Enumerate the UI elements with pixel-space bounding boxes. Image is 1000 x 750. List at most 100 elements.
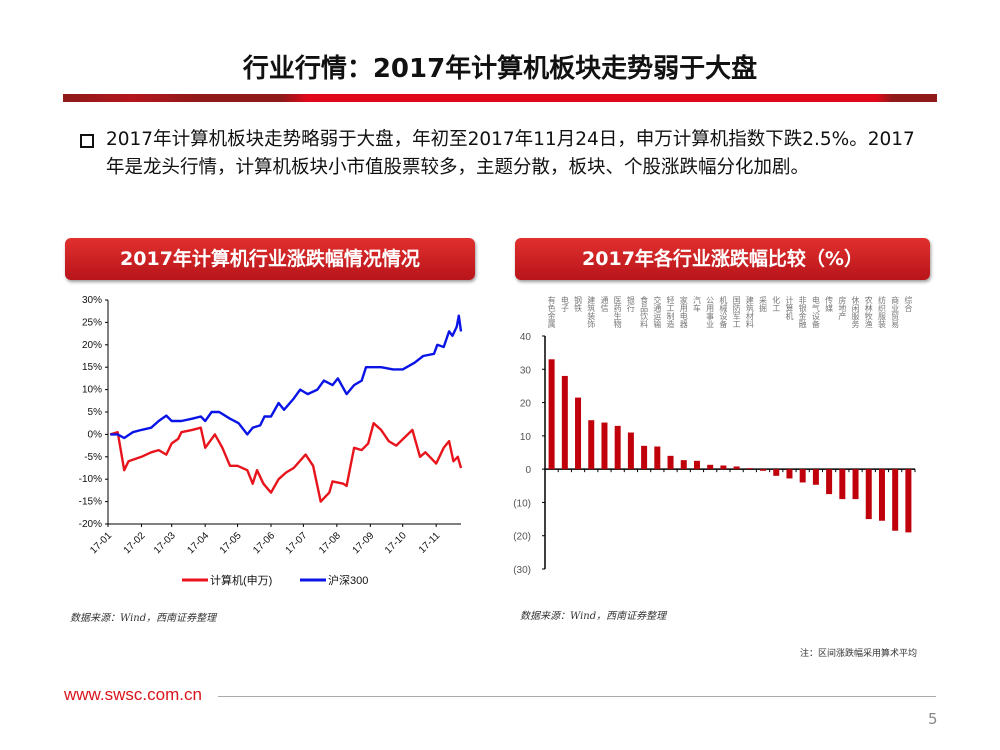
- category-label: 公用事业: [706, 296, 715, 328]
- category-label: 机械设备: [719, 295, 728, 329]
- bar: [786, 469, 793, 479]
- bar: [667, 455, 674, 470]
- y-tick-label: -15%: [79, 497, 102, 508]
- bar-chart-note: 注：区间涨跌幅采用算术平均: [800, 649, 918, 659]
- category-label: 家用电器: [679, 295, 688, 329]
- x-tick-label: 17-05: [218, 530, 244, 556]
- y-tick-label: 30: [520, 365, 532, 376]
- category-label: 食品饮料: [640, 295, 649, 329]
- category-label: 综合: [904, 295, 913, 313]
- y-tick-label: 0: [525, 465, 531, 476]
- bar: [561, 375, 568, 470]
- y-tick-label: 20: [520, 399, 532, 410]
- x-tick-label: 17-03: [152, 530, 178, 556]
- bar-chart-source: 数据来源：Wind，西南证券整理: [520, 611, 667, 622]
- bar: [707, 464, 714, 470]
- category-label: 计算机: [785, 295, 794, 321]
- category-label: 休闲服务: [851, 295, 860, 329]
- category-label: 非银金融: [798, 295, 807, 329]
- bullet-text: 2017年计算机板块走势略弱于大盘，年初至2017年11月24日，申万计算机指数…: [106, 129, 915, 178]
- x-tick-label: 17-06: [251, 530, 277, 556]
- y-tick-label: 15%: [82, 362, 102, 373]
- y-tick-label: (30): [513, 565, 531, 576]
- x-tick-label: 17-11: [417, 530, 443, 556]
- bar: [905, 469, 912, 533]
- line-chart-title: 2017年计算机行业涨跌幅情况情况: [65, 238, 475, 280]
- y-tick-label: 25%: [82, 317, 102, 328]
- bar: [575, 397, 582, 470]
- website-link[interactable]: www.swsc.com.cn: [64, 685, 202, 704]
- bar: [773, 469, 780, 476]
- y-tick-label: (20): [513, 532, 531, 543]
- page-number: 5: [928, 710, 938, 728]
- category-label: 化工: [772, 295, 781, 312]
- bar: [799, 469, 806, 483]
- footer-divider: [218, 696, 936, 697]
- category-label: 通信: [600, 295, 609, 313]
- category-label: 轻工制造: [666, 295, 675, 329]
- category-label: 建筑装饰: [587, 295, 596, 329]
- y-tick-label: 10%: [82, 385, 102, 396]
- bar: [654, 446, 661, 470]
- legend-label: 计算机(申万): [210, 573, 272, 587]
- x-tick-label: 17-07: [284, 530, 310, 556]
- bar: [548, 359, 555, 470]
- bar: [588, 420, 595, 470]
- bar: [733, 466, 740, 470]
- category-label: 汽车: [692, 295, 701, 313]
- category-label: 房地产: [838, 295, 847, 321]
- x-tick-label: 17-02: [122, 530, 148, 556]
- line-chart-source: 数据来源：Wind，西南证券整理: [70, 613, 217, 624]
- bar: [826, 469, 833, 495]
- slide-title: 行业行情：2017年计算机板块走势弱于大盘: [242, 54, 758, 84]
- bar: [760, 469, 767, 471]
- y-tick-label: 30%: [82, 295, 102, 306]
- y-tick-label: (10): [513, 498, 531, 509]
- x-tick-label: 17-08: [317, 530, 343, 556]
- bar: [601, 422, 608, 470]
- y-tick-label: -5%: [84, 452, 102, 463]
- bar: [720, 465, 727, 470]
- x-tick-label: 17-10: [383, 530, 409, 556]
- bar: [614, 425, 621, 470]
- y-tick-label: 40: [520, 332, 532, 343]
- category-label: 电子: [560, 295, 569, 312]
- y-tick-label: 0%: [88, 429, 103, 440]
- category-label: 商业贸易: [891, 295, 900, 329]
- x-tick-label: 17-09: [351, 530, 377, 556]
- title-divider: [63, 94, 937, 102]
- category-label: 采掘: [759, 295, 768, 313]
- line-series-computer: [109, 422, 463, 503]
- bar: [865, 469, 872, 520]
- legend-label: 沪深300: [328, 573, 368, 587]
- y-tick-label: -10%: [79, 474, 102, 485]
- category-label: 农林牧渔: [864, 295, 873, 328]
- bar-chart-title: 2017年各行业涨跌幅比较（%）: [515, 238, 930, 280]
- bar: [680, 460, 687, 470]
- category-label: 银行: [626, 295, 635, 313]
- bar: [852, 469, 859, 500]
- bar: [892, 469, 899, 531]
- category-label: 钢铁: [574, 295, 583, 313]
- bar: [693, 460, 700, 470]
- square-bullet-icon: [80, 134, 94, 148]
- category-label: 有色金属: [547, 295, 556, 329]
- bar: [839, 469, 846, 500]
- y-tick-label: 10: [520, 432, 532, 443]
- bar: [641, 445, 648, 470]
- y-tick-label: 20%: [82, 340, 102, 351]
- line-series-hs300: [110, 314, 463, 440]
- bar: [746, 468, 753, 470]
- bullet-paragraph: 2017年计算机板块走势略弱于大盘，年初至2017年11月24日，申万计算机指数…: [80, 126, 930, 182]
- category-label: 交通运输: [653, 295, 662, 329]
- x-tick-label: 17-01: [88, 530, 114, 556]
- category-label: 建筑材料: [745, 295, 754, 329]
- y-tick-label: 5%: [88, 407, 103, 418]
- bar: [812, 469, 819, 485]
- bar: [878, 469, 885, 521]
- category-label: 电气设备: [811, 295, 820, 329]
- x-tick-label: 17-04: [185, 530, 211, 556]
- category-label: 纺织服装: [877, 295, 886, 329]
